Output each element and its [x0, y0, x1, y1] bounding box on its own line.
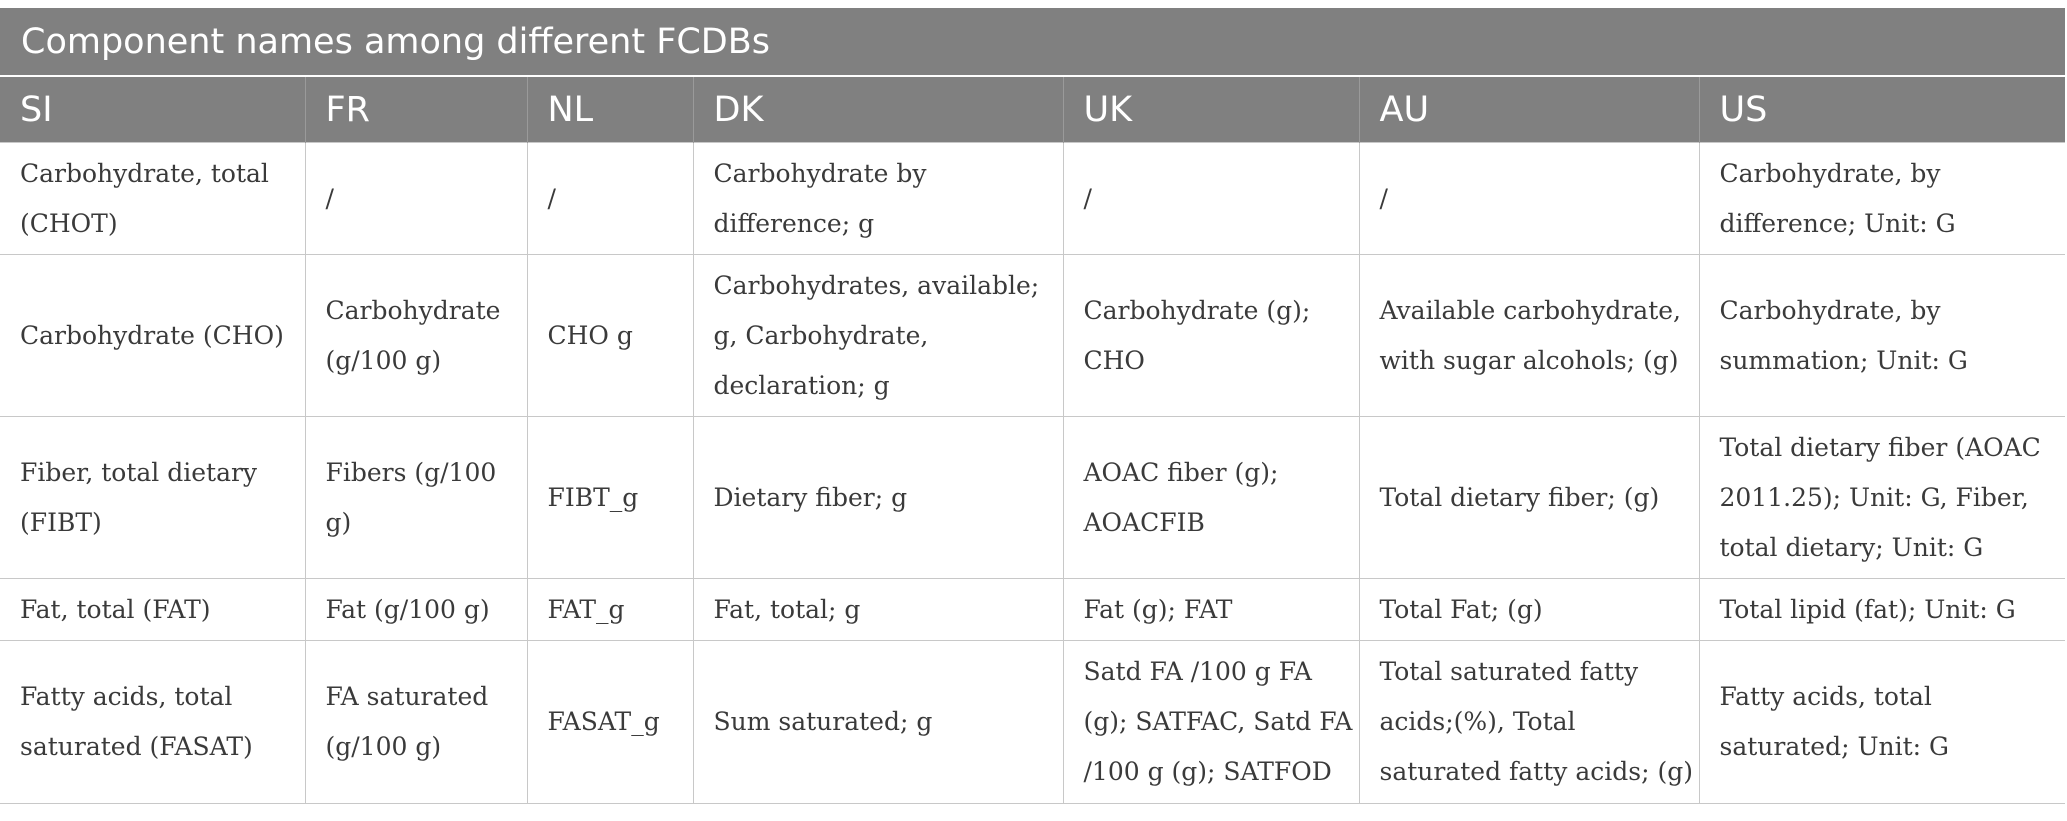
table-cell: Fat, total (FAT) [0, 578, 306, 641]
table-cell: FA saturated (g/100 g) [304, 640, 528, 804]
table-cell: Dietary fiber; g [692, 416, 1064, 579]
table-cell: Fatty acids, total saturated; Unit: G [1698, 640, 2066, 804]
table-cell: Carbohydrate (CHO) [0, 254, 306, 417]
table-row: Fiber, total dietary (FIBT) Fibers (g/10… [0, 416, 2066, 579]
table-cell: Satd FA /100 g FA (g); SATFAC, Satd FA /… [1062, 640, 1360, 804]
table-cell: Carbohydrates, available; g, Carbohydrat… [692, 254, 1064, 417]
column-header-fr: FR [304, 76, 527, 143]
column-header-si: SI [0, 76, 305, 143]
table-cell: Fatty acids, total saturated (FASAT) [0, 640, 306, 804]
table-row: Carbohydrate, total (CHOT) / / Carbohydr… [0, 142, 2066, 255]
table-cell: Total dietary fiber; (g) [1358, 416, 1700, 579]
fcdb-table-container: Component names among different FCDBs SI… [0, 8, 2066, 804]
table-cell: Carbohydrate, by difference; Unit: G [1698, 142, 2066, 255]
table-cell: Total saturated fatty acids;(%), Total s… [1358, 640, 1700, 804]
column-header-nl: NL [526, 76, 693, 143]
table-cell: Carbohydrate (g); CHO [1062, 254, 1360, 417]
table-row: Carbohydrate (CHO) Carbohydrate (g/100 g… [0, 254, 2066, 417]
table-cell: Carbohydrate (g/100 g) [304, 254, 528, 417]
table-cell: Total Fat; (g) [1358, 578, 1700, 641]
table-cell: Fat (g); FAT [1062, 578, 1360, 641]
table-cell: FIBT_g [526, 416, 694, 579]
table-cell: / [526, 142, 694, 255]
table-cell: FAT_g [526, 578, 694, 641]
table-cell: / [304, 142, 528, 255]
table-cell: FASAT_g [526, 640, 694, 804]
table-caption-row: Component names among different FCDBs [0, 8, 2066, 77]
column-header-au: AU [1358, 76, 1699, 143]
table-cell: Total dietary fiber (AOAC 2011.25); Unit… [1698, 416, 2066, 579]
table-header-row: SI FR NL DK UK AU US [0, 76, 2066, 143]
table-cell: Fat (g/100 g) [304, 578, 528, 641]
table-cell: Total lipid (fat); Unit: G [1698, 578, 2066, 641]
table-cell: Carbohydrate, by summation; Unit: G [1698, 254, 2066, 417]
component-names-table: Component names among different FCDBs SI… [0, 8, 2066, 804]
table-cell: Fibers (g/100 g) [304, 416, 528, 579]
table-cell: Carbohydrate by difference; g [692, 142, 1064, 255]
table-cell: CHO g [526, 254, 694, 417]
table-cell: Fiber, total dietary (FIBT) [0, 416, 306, 579]
table-cell: Sum saturated; g [692, 640, 1064, 804]
table-caption: Component names among different FCDBs [0, 8, 2066, 77]
table-cell: AOAC fiber (g); AOACFIB [1062, 416, 1360, 579]
table-cell: Fat, total; g [692, 578, 1064, 641]
table-row: Fat, total (FAT) Fat (g/100 g) FAT_g Fat… [0, 578, 2066, 641]
table-row: Fatty acids, total saturated (FASAT) FA … [0, 640, 2066, 804]
table-cell: / [1358, 142, 1700, 255]
table-cell: Carbohydrate, total (CHOT) [0, 142, 306, 255]
table-cell: / [1062, 142, 1360, 255]
table-cell: Available carbohydrate, with sugar alcoh… [1358, 254, 1700, 417]
column-header-uk: UK [1062, 76, 1359, 143]
column-header-dk: DK [692, 76, 1063, 143]
column-header-us: US [1698, 76, 2066, 143]
